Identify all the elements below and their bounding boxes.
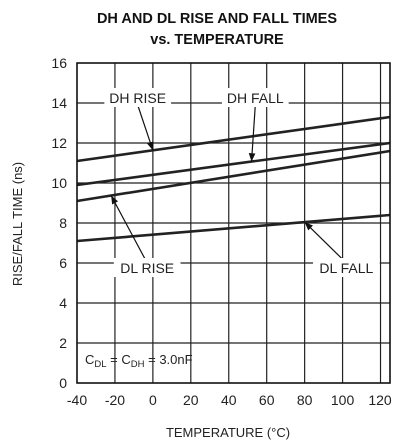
callout-leader [110, 195, 148, 264]
anno-value: = 3.0nF [145, 352, 193, 367]
x-tick-label: -20 [105, 392, 125, 408]
x-tick-label: 80 [297, 392, 313, 408]
series-line-dl-fall [76, 213, 391, 243]
x-tick-label: 100 [331, 392, 355, 408]
y-tick-label: 12 [51, 135, 67, 151]
x-tick-label: -40 [67, 392, 87, 408]
x-tick-label: 0 [149, 392, 157, 408]
y-tick-label: 2 [59, 335, 67, 351]
series-line-dh-rise [76, 115, 391, 163]
chart-title: DH AND DL RISE AND FALL TIMES [97, 11, 337, 27]
series-line-dl-rise [76, 149, 391, 203]
callout-arrowhead [111, 195, 119, 205]
x-tick-label: 120 [368, 392, 392, 408]
x-axis-label: TEMPERATURE (°C) [166, 425, 290, 440]
y-tick-labels: 0 2 4 6 8 10 12 14 16 [51, 55, 67, 391]
anno-sub-dh: DH [131, 359, 145, 370]
callout-arrowhead [248, 153, 256, 162]
y-tick-label: 4 [59, 295, 67, 311]
y-tick-label: 16 [51, 55, 67, 71]
gridlines [77, 63, 390, 383]
callout-arrowhead [147, 141, 154, 151]
x-tick-label: 20 [183, 392, 199, 408]
capacitance-annotation: CDL = CDH = 3.0nF [85, 352, 193, 370]
series-callout-label: DH FALL [227, 90, 284, 106]
callout-arrowhead [304, 222, 313, 231]
y-tick-label: 8 [59, 215, 67, 231]
callout-bg [313, 258, 380, 277]
callout-leader [250, 104, 256, 162]
anno-sub-dl: DL [94, 359, 106, 370]
plot-frame [76, 62, 391, 384]
series-callouts: DH RISE DH FALL DL RISE DL FALL [104, 88, 380, 277]
callout-bg [113, 258, 181, 277]
series-lines [76, 115, 391, 243]
y-tick-label: 10 [51, 175, 67, 191]
y-tick-label: 14 [51, 95, 67, 111]
anno-c-dl: C [85, 352, 94, 367]
series-callout-label: DH RISE [109, 90, 166, 106]
callout-bg [221, 88, 289, 107]
callout-bg [104, 88, 172, 107]
x-tick-label: 40 [221, 392, 237, 408]
series-callout-label: DL RISE [120, 260, 174, 276]
anno-eq-c: = C [107, 352, 131, 367]
x-tick-labels: -40 -20 0 20 40 60 80 100 120 [67, 392, 392, 408]
y-tick-label: 0 [59, 375, 67, 391]
y-axis-label: RISE/FALL TIME (ns) [10, 162, 25, 286]
series-callout-label: DL FALL [319, 260, 373, 276]
callout-leader [304, 221, 347, 264]
chart-subtitle: vs. TEMPERATURE [150, 32, 284, 48]
x-tick-label: 60 [259, 392, 275, 408]
y-tick-label: 6 [59, 255, 67, 271]
series-line-dh-fall [76, 141, 391, 187]
